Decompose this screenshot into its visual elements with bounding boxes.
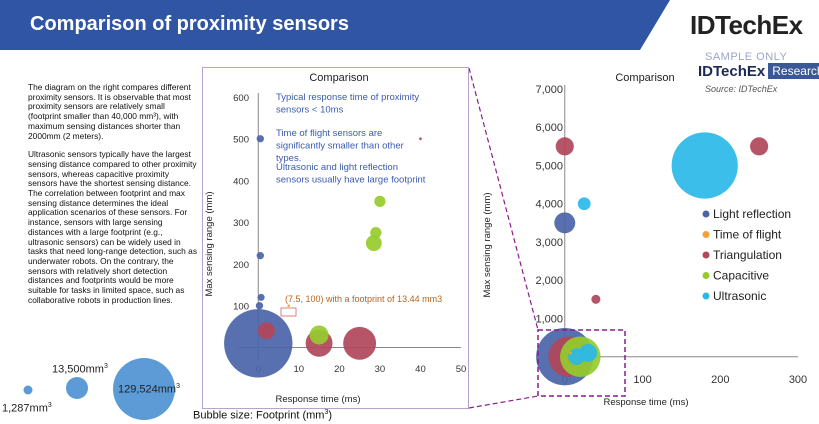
y-tick-label: 6,000 [535, 122, 563, 134]
bubble-capacitive [365, 235, 382, 252]
y-tick-label: 7,000 [535, 84, 563, 96]
bubble-legend-small [23, 385, 33, 395]
x-tick-label: 40 [415, 364, 426, 375]
bubble-triangulation [419, 137, 422, 141]
y-tick-label: 300 [233, 218, 249, 229]
bubble-light-reflection [255, 302, 264, 310]
y-tick-label: 5,000 [535, 160, 563, 172]
bubble-light-reflection [256, 251, 264, 260]
header-banner [0, 0, 670, 50]
header: Comparison of proximity sensors IDTechEx… [0, 0, 819, 94]
idtechex-logo: IDTechEx [690, 10, 803, 40]
bubble-light-reflection [554, 212, 576, 234]
description-paragraph-1: The diagram on the right compares differ… [28, 82, 191, 141]
bubble-triangulation [257, 322, 275, 340]
bubble-ultrasonic [671, 132, 738, 199]
zoom-region-box [537, 329, 626, 397]
bubble-time-of-flight [569, 351, 572, 355]
zoom-line-bottom [468, 395, 539, 409]
bubble-size-label: Bubble size: Footprint (mm3) [193, 409, 333, 422]
zoom-line-top [468, 67, 539, 331]
bubble-legend-medium [66, 377, 88, 399]
x-tick-label: 30 [375, 364, 386, 375]
research-tag: Research [768, 63, 819, 79]
x-tick-label: 300 [789, 374, 807, 386]
idtechex-research-logo: IDTechEx Research [698, 62, 819, 80]
bubble-triangulation [555, 137, 574, 156]
chart-title: Comparison [309, 72, 368, 84]
legend-marker-time-of-flight [702, 231, 710, 238]
legend-label-ultrasonic: Ultrasonic [713, 289, 766, 303]
bubble-capacitive [370, 227, 382, 239]
x-tick-label: 10 [294, 364, 305, 375]
y-tick-label: 4,000 [535, 199, 563, 211]
annotation-tof-point: (7.5, 100) with a footprint of 13.44 mm3 [285, 294, 442, 304]
x-tick-label: 100 [633, 374, 651, 386]
tof-highlight-box [280, 307, 297, 317]
bubble-legend-large-label: 129,524mm3 [118, 383, 180, 396]
legend-label-light-reflection: Light reflection [713, 207, 791, 221]
bubble-triangulation [750, 137, 769, 156]
annotation-response-time: Typical response time of proximity sensor… [276, 92, 419, 116]
bubble-light-reflection [256, 135, 264, 143]
y-tick-label: 3,000 [535, 237, 563, 249]
bubble-capacitive [309, 325, 329, 345]
bubble-legend-medium-label: 13,500mm3 [52, 363, 108, 376]
x-tick-label: 20 [334, 364, 345, 375]
legend-marker-ultrasonic [702, 292, 710, 300]
description-paragraph-2: Ultrasonic sensors typically have the la… [28, 149, 198, 305]
page-title: Comparison of proximity sensors [30, 13, 349, 35]
source-note: Source: IDTechEx [705, 84, 778, 94]
research-brand: IDTechEx [698, 62, 766, 80]
annotation-footprint: Ultrasonic and light reflection sensors u… [276, 162, 426, 186]
legend-label-time-of-flight: Time of flight [713, 228, 782, 242]
bubble-light-reflection [224, 309, 293, 378]
description-text: The diagram on the right compares differ… [28, 82, 198, 314]
legend-label-triangulation: Triangulation [713, 248, 782, 262]
bubble-legend-large [113, 358, 175, 420]
x-tick-label: 50 [456, 364, 467, 375]
bubble-triangulation [343, 326, 377, 360]
zoom-frame [202, 67, 469, 409]
bubble-ultrasonic [568, 348, 585, 365]
bubble-time-of-flight [287, 304, 290, 308]
legend-marker-triangulation [702, 251, 710, 259]
chart-title: Comparison [615, 72, 674, 84]
y-axis-label: Max sensing range (mm) [482, 192, 493, 297]
bubble-legend-small-label: 1,287mm3 [2, 402, 52, 415]
bubble-light-reflection [257, 293, 265, 301]
bubble-triangulation [591, 294, 601, 304]
legend-marker-capacitive [702, 272, 710, 279]
y-tick-label: 600 [233, 93, 249, 104]
legend-label-capacitive: Capacitive [713, 269, 769, 283]
y-axis-label: Max sensing range (mm) [204, 191, 215, 296]
bubble-capacitive [374, 195, 386, 207]
x-axis-label: Response time (ms) [604, 397, 689, 408]
x-tick-label: 200 [711, 374, 729, 386]
sample-watermark: SAMPLE ONLY [705, 51, 788, 63]
legend-marker-light-reflection [702, 210, 710, 218]
y-tick-label: 1,000 [535, 313, 563, 325]
x-axis-label: Response time (ms) [276, 394, 361, 405]
y-tick-label: 400 [233, 176, 249, 187]
bubble-ultrasonic [577, 197, 591, 211]
y-tick-label: 200 [233, 260, 249, 271]
y-tick-label: 500 [233, 135, 249, 146]
y-tick-label: 100 [233, 302, 249, 313]
annotation-tof-size: Time of flight sensors are significantly … [276, 128, 404, 164]
y-tick-label: 2,000 [535, 275, 563, 287]
bubble-size-legend [23, 358, 175, 420]
